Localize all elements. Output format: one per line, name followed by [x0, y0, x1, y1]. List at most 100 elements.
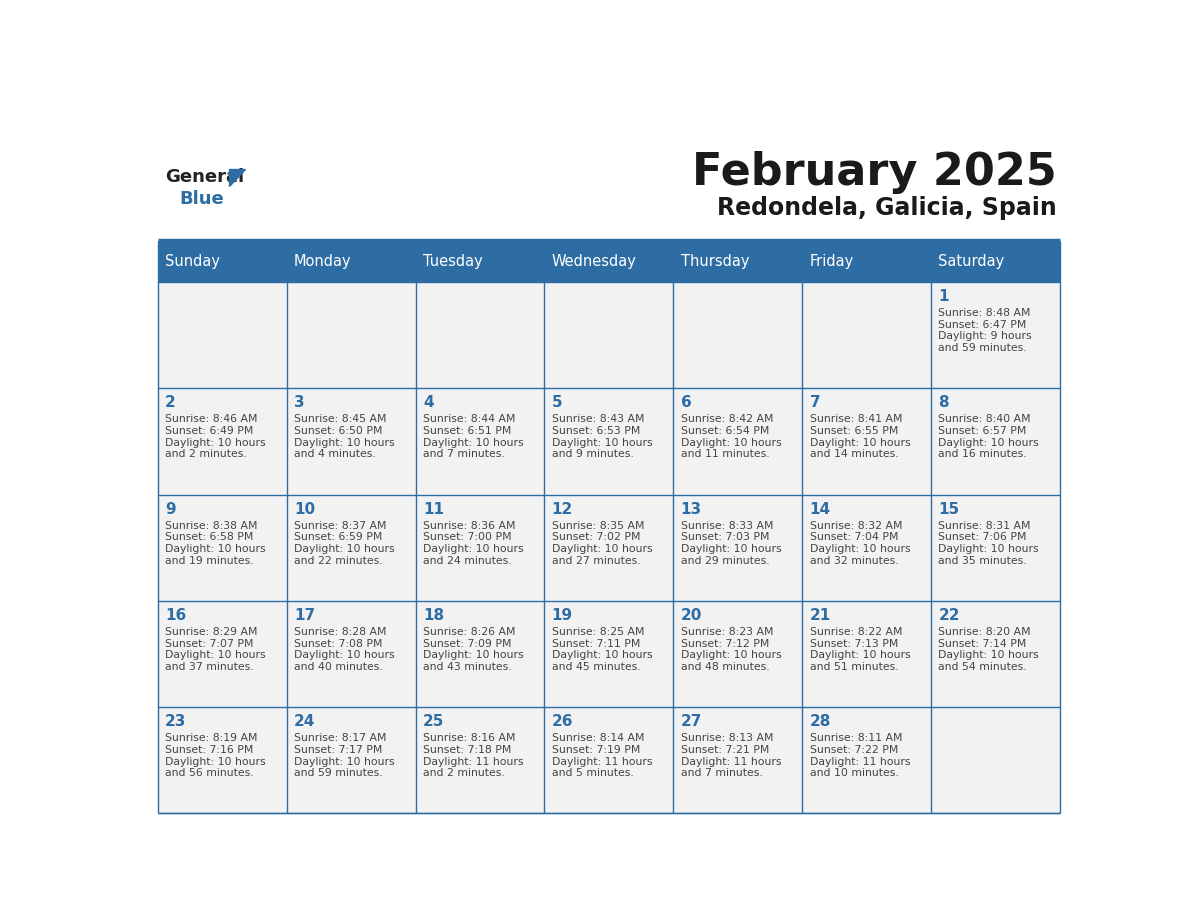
Text: and 7 minutes.: and 7 minutes.: [423, 450, 505, 459]
Text: 6: 6: [681, 396, 691, 410]
Text: Blue: Blue: [179, 189, 225, 207]
Text: 12: 12: [551, 501, 573, 517]
Text: Sunrise: 8:22 AM: Sunrise: 8:22 AM: [809, 627, 902, 637]
Text: and 59 minutes.: and 59 minutes.: [939, 343, 1028, 353]
Text: Sunrise: 8:25 AM: Sunrise: 8:25 AM: [551, 627, 644, 637]
Text: Tuesday: Tuesday: [423, 254, 482, 269]
Text: Daylight: 10 hours: Daylight: 10 hours: [551, 650, 652, 660]
Text: Wednesday: Wednesday: [551, 254, 637, 269]
Text: and 29 minutes.: and 29 minutes.: [681, 555, 770, 565]
Text: General: General: [165, 168, 245, 186]
Text: and 27 minutes.: and 27 minutes.: [551, 555, 640, 565]
Text: and 37 minutes.: and 37 minutes.: [165, 662, 254, 672]
Text: Sunset: 7:14 PM: Sunset: 7:14 PM: [939, 639, 1026, 649]
Text: Sunrise: 8:19 AM: Sunrise: 8:19 AM: [165, 733, 258, 744]
Text: Sunset: 7:06 PM: Sunset: 7:06 PM: [939, 532, 1026, 543]
Text: Daylight: 10 hours: Daylight: 10 hours: [809, 438, 910, 448]
Text: Sunrise: 8:32 AM: Sunrise: 8:32 AM: [809, 521, 902, 531]
Text: Daylight: 10 hours: Daylight: 10 hours: [293, 650, 394, 660]
Text: Daylight: 10 hours: Daylight: 10 hours: [423, 650, 524, 660]
Text: Sunset: 6:59 PM: Sunset: 6:59 PM: [293, 532, 383, 543]
Text: Sunrise: 8:29 AM: Sunrise: 8:29 AM: [165, 627, 258, 637]
Text: Sunset: 7:21 PM: Sunset: 7:21 PM: [681, 745, 769, 755]
Text: 8: 8: [939, 396, 949, 410]
Bar: [158, 495, 286, 601]
Text: Saturday: Saturday: [939, 254, 1005, 269]
Text: Sunrise: 8:48 AM: Sunrise: 8:48 AM: [939, 308, 1031, 318]
Text: Sunrise: 8:20 AM: Sunrise: 8:20 AM: [939, 627, 1031, 637]
Bar: [286, 388, 416, 495]
Bar: [931, 707, 1060, 813]
Text: Daylight: 10 hours: Daylight: 10 hours: [293, 544, 394, 554]
Text: Sunrise: 8:28 AM: Sunrise: 8:28 AM: [293, 627, 386, 637]
Text: Sunrise: 8:37 AM: Sunrise: 8:37 AM: [293, 521, 386, 531]
Bar: [674, 495, 802, 601]
Text: Daylight: 10 hours: Daylight: 10 hours: [165, 438, 266, 448]
Text: Sunset: 7:12 PM: Sunset: 7:12 PM: [681, 639, 769, 649]
Text: 23: 23: [165, 714, 187, 729]
Bar: [286, 707, 416, 813]
Bar: [802, 495, 931, 601]
Text: Sunrise: 8:36 AM: Sunrise: 8:36 AM: [423, 521, 516, 531]
Text: Sunset: 7:08 PM: Sunset: 7:08 PM: [293, 639, 383, 649]
Text: Sunrise: 8:45 AM: Sunrise: 8:45 AM: [293, 414, 386, 424]
Polygon shape: [228, 169, 245, 185]
Bar: [286, 282, 416, 388]
Text: 20: 20: [681, 608, 702, 623]
Text: Daylight: 11 hours: Daylight: 11 hours: [551, 756, 652, 767]
Text: and 5 minutes.: and 5 minutes.: [551, 768, 633, 778]
Text: 26: 26: [551, 714, 574, 729]
Text: Sunset: 7:18 PM: Sunset: 7:18 PM: [423, 745, 511, 755]
Text: and 19 minutes.: and 19 minutes.: [165, 555, 254, 565]
Text: Friday: Friday: [809, 254, 854, 269]
Text: Sunrise: 8:42 AM: Sunrise: 8:42 AM: [681, 414, 773, 424]
Text: Sunset: 7:07 PM: Sunset: 7:07 PM: [165, 639, 253, 649]
Text: Daylight: 10 hours: Daylight: 10 hours: [293, 438, 394, 448]
Text: Sunset: 6:54 PM: Sunset: 6:54 PM: [681, 426, 769, 436]
Text: 15: 15: [939, 501, 960, 517]
Text: 10: 10: [293, 501, 315, 517]
Text: Daylight: 10 hours: Daylight: 10 hours: [165, 650, 266, 660]
Text: 1: 1: [939, 289, 949, 304]
Bar: [544, 601, 674, 707]
Text: and 4 minutes.: and 4 minutes.: [293, 450, 375, 459]
Text: 2: 2: [165, 396, 176, 410]
Text: Daylight: 10 hours: Daylight: 10 hours: [939, 650, 1040, 660]
Text: and 10 minutes.: and 10 minutes.: [809, 768, 898, 778]
Text: Daylight: 10 hours: Daylight: 10 hours: [939, 544, 1040, 554]
Text: Sunrise: 8:31 AM: Sunrise: 8:31 AM: [939, 521, 1031, 531]
Text: Daylight: 10 hours: Daylight: 10 hours: [423, 544, 524, 554]
Text: Sunset: 6:55 PM: Sunset: 6:55 PM: [809, 426, 898, 436]
Bar: [158, 241, 1060, 282]
Bar: [416, 495, 544, 601]
Text: 27: 27: [681, 714, 702, 729]
Text: and 2 minutes.: and 2 minutes.: [423, 768, 505, 778]
Text: 25: 25: [423, 714, 444, 729]
Text: and 35 minutes.: and 35 minutes.: [939, 555, 1028, 565]
Text: 18: 18: [423, 608, 444, 623]
Text: and 14 minutes.: and 14 minutes.: [809, 450, 898, 459]
Text: Sunset: 6:51 PM: Sunset: 6:51 PM: [423, 426, 511, 436]
Text: and 16 minutes.: and 16 minutes.: [939, 450, 1028, 459]
Text: and 59 minutes.: and 59 minutes.: [293, 768, 383, 778]
Text: Daylight: 10 hours: Daylight: 10 hours: [809, 650, 910, 660]
Text: Sunrise: 8:43 AM: Sunrise: 8:43 AM: [551, 414, 644, 424]
Text: Sunrise: 8:46 AM: Sunrise: 8:46 AM: [165, 414, 258, 424]
Text: and 51 minutes.: and 51 minutes.: [809, 662, 898, 672]
Text: Sunset: 7:11 PM: Sunset: 7:11 PM: [551, 639, 640, 649]
Bar: [674, 388, 802, 495]
Text: Daylight: 10 hours: Daylight: 10 hours: [165, 544, 266, 554]
Text: Sunrise: 8:40 AM: Sunrise: 8:40 AM: [939, 414, 1031, 424]
Text: 16: 16: [165, 608, 187, 623]
Text: Sunset: 6:49 PM: Sunset: 6:49 PM: [165, 426, 253, 436]
Bar: [416, 388, 544, 495]
Bar: [802, 282, 931, 388]
Text: and 45 minutes.: and 45 minutes.: [551, 662, 640, 672]
Text: Sunset: 6:47 PM: Sunset: 6:47 PM: [939, 319, 1026, 330]
Text: and 7 minutes.: and 7 minutes.: [681, 768, 763, 778]
Text: Daylight: 11 hours: Daylight: 11 hours: [681, 756, 782, 767]
Text: Sunday: Sunday: [165, 254, 220, 269]
Text: Sunset: 6:50 PM: Sunset: 6:50 PM: [293, 426, 383, 436]
Bar: [674, 707, 802, 813]
Text: Sunset: 7:13 PM: Sunset: 7:13 PM: [809, 639, 898, 649]
